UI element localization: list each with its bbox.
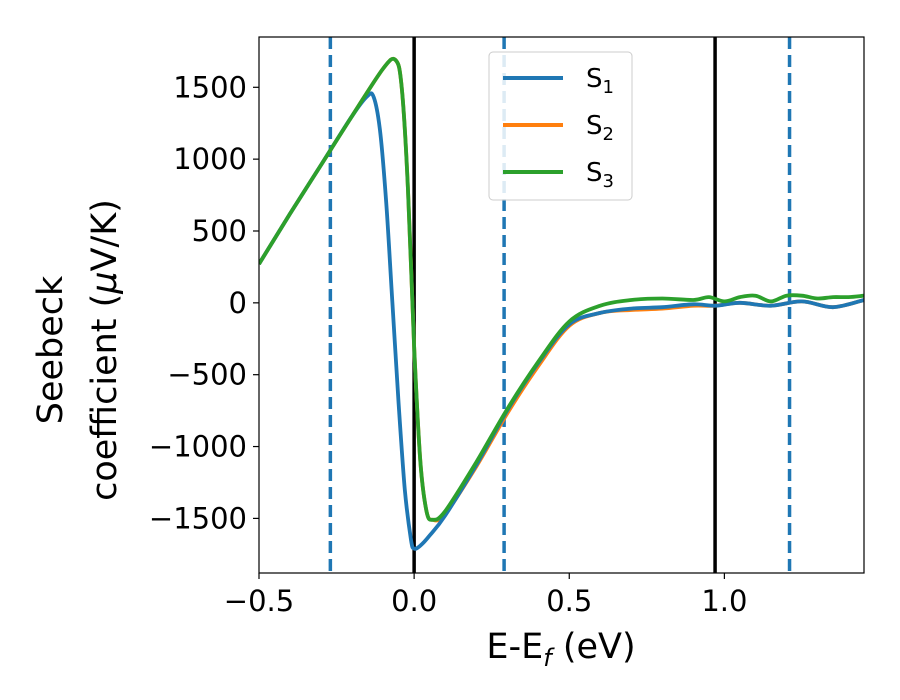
y-tick-label: −500 xyxy=(167,358,247,392)
y-axis-label-line2: coefficient (μV/K) xyxy=(85,199,125,501)
series-line-S3 xyxy=(259,56,864,522)
legend-label-S1: S1 xyxy=(586,64,614,98)
y-axis-label: Seebeck coefficient (μV/K) xyxy=(31,199,125,501)
x-axis-label-main: E-E xyxy=(486,627,543,667)
y-tick-label: −1000 xyxy=(149,430,247,464)
legend-label-S2: S2 xyxy=(586,111,614,145)
y-tick-label: 0 xyxy=(229,286,247,320)
series-line-S1 xyxy=(259,91,864,551)
legend-label-S3: S3 xyxy=(586,158,614,192)
y-tick-label: 500 xyxy=(192,214,247,248)
x-axis-label-suffix: (eV) xyxy=(552,627,636,667)
y-tick-label: 1500 xyxy=(173,70,247,104)
series-lines xyxy=(259,56,864,551)
y-tick-label: 1000 xyxy=(173,142,247,176)
y-ticks: −1500 −1000 −500 0 500 1000 1500 xyxy=(149,70,259,535)
y-tick-label: −1500 xyxy=(149,501,247,535)
x-tick-label: 0.5 xyxy=(546,584,592,618)
x-axis-label: E-Ef (eV) xyxy=(486,627,635,672)
x-tick-label: 0.0 xyxy=(391,584,437,618)
plot-frame xyxy=(258,36,865,574)
x-ticks: −0.5 0.0 0.5 1.0 xyxy=(224,573,747,618)
x-tick-label: 1.0 xyxy=(701,584,747,618)
legend: S1 S2 S3 xyxy=(488,51,633,201)
y-axis-label-mu: μ xyxy=(85,271,125,294)
y-axis-label-suffix: V/K) xyxy=(85,199,125,271)
y-axis-label-line1: Seebeck xyxy=(31,275,71,424)
x-tick-label: −0.5 xyxy=(224,584,294,618)
y-axis-label-prefix: coefficient ( xyxy=(85,294,125,501)
